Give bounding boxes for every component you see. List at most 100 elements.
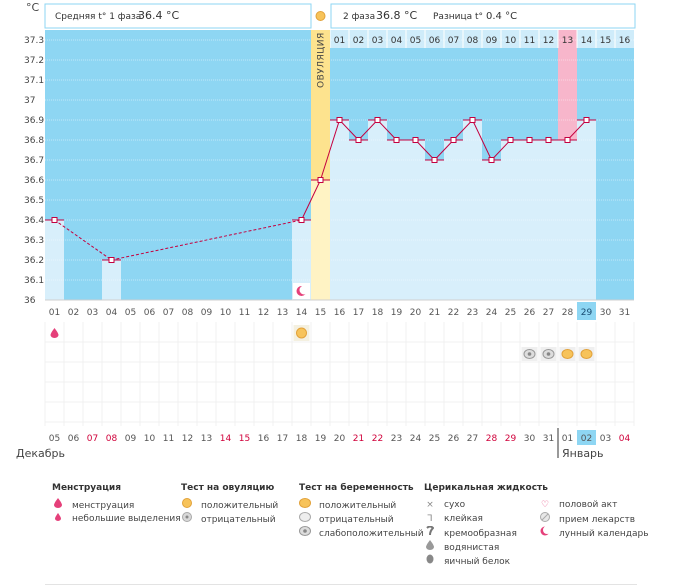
phase2-day-label: 06 [429, 36, 441, 46]
legend-item: × сухо [424, 498, 548, 512]
calendar-date-label: 18 [296, 434, 308, 444]
ovulation-label: ОВУЛЯЦИЯ [317, 32, 327, 88]
y-tick-label: 36.5 [24, 196, 44, 206]
temperature-line-segment [111, 219, 302, 261]
temperature-column [102, 260, 121, 300]
y-tick-label: 37.2 [24, 56, 44, 66]
cycle-day-label: 22 [448, 308, 459, 318]
legend-label: лунный календарь [559, 529, 649, 539]
temperature-column [558, 140, 577, 300]
temperature-column [406, 140, 425, 300]
temperature-column [387, 140, 406, 300]
legend-label: отрицательный [201, 515, 276, 525]
temperature-point [469, 117, 476, 123]
phase2-day-label: 07 [448, 36, 459, 46]
calendar-date-label: 21 [353, 434, 364, 444]
temperature-column [330, 120, 349, 300]
cycle-day-label: 31 [619, 308, 630, 318]
footer-divider [45, 584, 637, 585]
temperature-point [583, 117, 590, 123]
temperature-point [51, 217, 58, 223]
cycle-day-label: 05 [125, 308, 136, 318]
cycle-day-label: 09 [201, 308, 213, 318]
calendar-date-label: 30 [524, 434, 536, 444]
calendar-date-label: 12 [182, 434, 193, 444]
temperature-column [368, 120, 387, 300]
highlighted-day-column [558, 30, 577, 140]
legend-label: водянистая [444, 543, 500, 553]
cycle-day-label: 11 [239, 308, 250, 318]
phase1-average-label: Средняя t° 1 фаза [55, 12, 141, 22]
temperature-line-segment [301, 179, 321, 221]
y-tick-label: 36.2 [24, 256, 44, 266]
cycle-day-label: 24 [486, 308, 498, 318]
calendar-date-label: 23 [391, 434, 402, 444]
month-label-january: Январь [562, 447, 604, 460]
temperature-column [577, 120, 596, 300]
temperature-line-segment [339, 119, 359, 141]
calendar-date-label: 31 [543, 434, 554, 444]
calendar-date-label: 14 [220, 434, 232, 444]
bbt-chart: Средняя t° 1 фаза 36.4 °C 2 фаза 36.8 °C… [16, 1, 636, 460]
phase2-day-label: 12 [543, 36, 554, 46]
temperature-column [292, 220, 311, 300]
pregnancy-test-negative-dot [527, 352, 532, 356]
drop-small-icon [52, 512, 64, 526]
temperature-column [463, 120, 482, 300]
phase2-average-label: 2 фаза [343, 12, 375, 22]
temperature-point [488, 157, 495, 163]
legend-label: клейкая [444, 514, 483, 524]
calendar-date-label: 24 [410, 434, 422, 444]
phase2-header-box [330, 3, 636, 29]
y-tick-label: 36.1 [24, 276, 44, 286]
egg-white-icon [424, 554, 436, 569]
calendar-date-label: 07 [87, 434, 98, 444]
cycle-day-label: 15 [315, 308, 326, 318]
calendar-date-label: 13 [201, 434, 212, 444]
temperature-line-segment [54, 219, 112, 261]
calendar-date-label: 20 [334, 434, 346, 444]
y-tick-label: 36.4 [24, 216, 44, 226]
y-tick-label: 37 [24, 96, 35, 106]
calendar-date-label: 05 [49, 434, 60, 444]
moon-icon [539, 526, 551, 541]
phase2-day-label: 10 [505, 36, 517, 46]
legend-item: небольшие выделения [52, 512, 181, 526]
cycle-day-label: 25 [505, 308, 516, 318]
temperature-line-segment [567, 119, 587, 141]
calendar-date-label: 27 [467, 434, 478, 444]
temperature-point [317, 177, 324, 183]
legend-pregnancy-test-title: Тест на беременность [299, 483, 414, 493]
temperature-column [425, 160, 444, 300]
calendar-date-label: 10 [144, 434, 156, 444]
cycle-day-label: 07 [163, 308, 174, 318]
legend-label: прием лекарств [559, 515, 636, 525]
temperature-point [431, 157, 438, 163]
phase2-day-label: 15 [600, 36, 611, 46]
phase2-day-label: 04 [391, 36, 403, 46]
legend-item: водянистая [424, 540, 548, 554]
temperature-line-segment [472, 119, 492, 161]
legend-item: слабоположительный [299, 526, 424, 540]
moon-icon-cut [299, 285, 309, 295]
ovulation-test-negative-icon [181, 512, 193, 527]
temperature-column [444, 140, 463, 300]
phase2-day-label: 16 [619, 36, 631, 46]
cycle-day-label: 04 [106, 308, 118, 318]
cycle-day-label: 27 [543, 308, 554, 318]
y-tick-label: 36.9 [24, 116, 44, 126]
y-tick-label: 36.6 [24, 176, 44, 186]
temperature-point [298, 217, 305, 223]
cycle-day-label: 13 [277, 308, 288, 318]
legend-item: отрицательный [299, 512, 424, 526]
temperature-column [349, 140, 368, 300]
temperature-difference-value: 0.4 °C [486, 11, 517, 22]
cycle-day-label: 17 [353, 308, 364, 318]
temperature-column [539, 140, 558, 300]
cycle-day-label: 06 [144, 308, 156, 318]
temperature-line-segment [491, 139, 511, 161]
legend-label: кремообразная [444, 529, 517, 539]
heart-icon: ♡ [540, 500, 550, 510]
sticky-icon: Ꞁ [427, 514, 433, 524]
